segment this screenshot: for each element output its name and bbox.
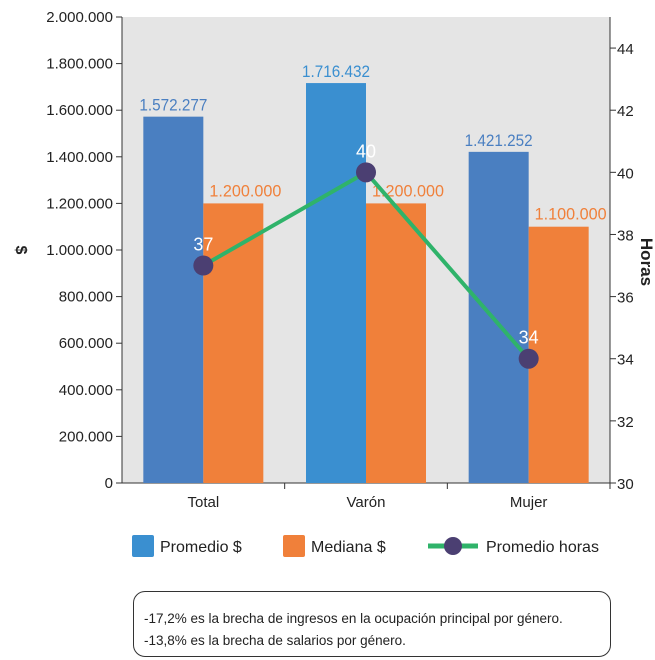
y-tick-label: 1.600.000 xyxy=(46,102,113,119)
legend-marker-horas xyxy=(444,537,462,555)
note-salary-gap: -13,8% es la brecha de salarios por géne… xyxy=(144,633,406,648)
hours-label: 34 xyxy=(519,328,539,348)
bar-label-promedio: 1.716.432 xyxy=(302,62,370,81)
hours-marker xyxy=(356,162,376,183)
y2-tick-label: 32 xyxy=(617,414,634,431)
legend-label-mediana: Mediana $ xyxy=(311,539,386,556)
y-tick-label: 1.400.000 xyxy=(46,149,113,166)
bar-promedio xyxy=(468,151,529,484)
x-tick-label: Mujer xyxy=(510,494,548,511)
bar-promedio xyxy=(306,83,366,483)
legend-swatch-mediana xyxy=(283,535,305,557)
y-tick-label: 600.000 xyxy=(59,335,113,352)
legend-swatch-promedio xyxy=(132,535,154,557)
y-axis-title: $ xyxy=(12,246,29,255)
legend-label-horas: Promedio horas xyxy=(486,539,599,556)
y-tick-label: 800.000 xyxy=(59,289,113,306)
bar-label-mediana: 1.200.000 xyxy=(209,181,281,200)
bar-label-mediana: 1.200.000 xyxy=(372,181,444,200)
hours-marker xyxy=(193,255,214,276)
y-tick-label: 1.200.000 xyxy=(46,195,113,212)
hours-label: 40 xyxy=(356,141,376,161)
hours-marker xyxy=(518,348,539,369)
hours-label: 37 xyxy=(193,235,213,255)
y2-tick-label: 36 xyxy=(617,290,634,307)
y2-tick-label: 34 xyxy=(617,352,634,369)
y2-tick-label: 42 xyxy=(617,103,634,120)
chart: 0 200.000 400.000 600.000 800.000 1.000.000 1.… xyxy=(12,9,655,557)
y2-tick-label: 30 xyxy=(617,476,634,493)
legend-label-promedio: Promedio $ xyxy=(160,539,242,556)
y-tick-label: 0 xyxy=(105,475,113,492)
bar-promedio xyxy=(143,116,204,484)
bar-mediana xyxy=(528,226,589,483)
bar-label-promedio: 1.572.277 xyxy=(139,96,207,115)
y2-tick-label: 40 xyxy=(617,165,634,182)
y-tick-label: 200.000 xyxy=(59,428,113,445)
y2-axis-title: Horas xyxy=(637,238,655,286)
y-tick-label: 1.000.000 xyxy=(46,242,113,259)
y-tick-label: 400.000 xyxy=(59,382,113,399)
note-income-gap: -17,2% es la brecha de ingresos en la oc… xyxy=(144,611,563,626)
y-tick-label: 2.000.000 xyxy=(46,9,113,26)
x-tick-label: Total xyxy=(187,494,219,511)
y-tick-label: 1.800.000 xyxy=(46,56,113,73)
bar-label-promedio: 1.421.252 xyxy=(465,131,533,150)
y2-tick-label: 38 xyxy=(617,227,634,244)
note-box: -17,2% es la brecha de ingresos en la oc… xyxy=(133,591,611,657)
bar-label-mediana: 1.100.000 xyxy=(535,205,607,224)
x-tick-label: Varón xyxy=(347,494,386,511)
bar-mediana xyxy=(366,203,426,483)
y2-tick-label: 44 xyxy=(617,41,634,58)
